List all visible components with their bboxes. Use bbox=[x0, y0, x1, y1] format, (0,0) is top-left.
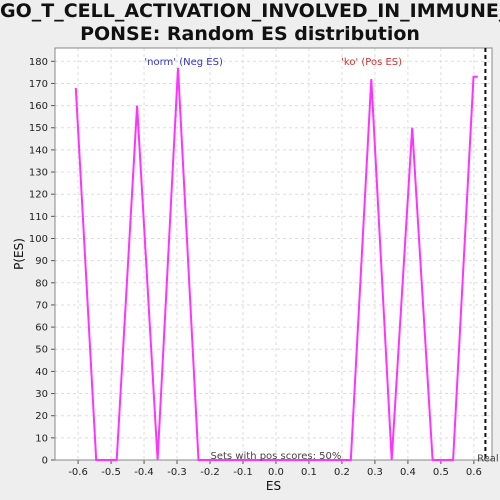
y-tick-label: 50 bbox=[35, 345, 48, 356]
annotation-label: 'norm' (Neg ES) bbox=[144, 57, 223, 68]
series-layer bbox=[74, 48, 487, 461]
x-tick-label: 0.0 bbox=[268, 467, 284, 478]
x-tick-label: -0.5 bbox=[101, 467, 121, 478]
y-tick-label: 10 bbox=[35, 433, 48, 444]
y-tick-label: 120 bbox=[29, 190, 48, 201]
x-tick-label: -0.6 bbox=[68, 467, 88, 478]
x-tick-label: -0.2 bbox=[200, 467, 220, 478]
y-axis-label: P(ES) bbox=[12, 238, 26, 270]
x-tick-label: -0.1 bbox=[233, 467, 253, 478]
x-tick-label: 0.6 bbox=[466, 467, 482, 478]
x-tick-label: -0.4 bbox=[134, 467, 154, 478]
y-tick-label: 180 bbox=[29, 57, 48, 68]
annotation-label: Real ES f bbox=[477, 453, 500, 464]
y-tick-label: 60 bbox=[35, 323, 48, 334]
y-tick-label: 100 bbox=[29, 234, 48, 245]
y-tick-label: 110 bbox=[29, 212, 48, 223]
annotation-label: Sets with pos scores: 50% bbox=[211, 451, 342, 462]
x-tick-label: 0.3 bbox=[367, 467, 383, 478]
distribution-line bbox=[74, 67, 478, 461]
x-tick-label: 0.2 bbox=[334, 467, 350, 478]
x-tick-label: -0.3 bbox=[167, 467, 187, 478]
y-tick-label: 130 bbox=[29, 168, 48, 179]
y-tick-label: 170 bbox=[29, 79, 48, 90]
y-tick-label: 40 bbox=[35, 367, 48, 378]
y-tick-label: 0 bbox=[42, 456, 48, 467]
y-tick-label: 140 bbox=[29, 145, 48, 156]
y-tick-label: 150 bbox=[29, 123, 48, 134]
y-tick-label: 30 bbox=[35, 389, 48, 400]
y-tick-label: 80 bbox=[35, 278, 48, 289]
y-tick-label: 90 bbox=[35, 256, 48, 267]
annotations-layer: 'norm' (Neg ES) 'ko' (Pos ES) Sets with po… bbox=[144, 57, 500, 464]
annotation-label: 'ko' (Pos ES) bbox=[341, 57, 402, 68]
y-tick-label: 20 bbox=[35, 411, 48, 422]
x-tick-label: 0.4 bbox=[400, 467, 416, 478]
y-tick-label: 160 bbox=[29, 101, 48, 112]
x-tick-label: 0.5 bbox=[433, 467, 449, 478]
chart-title: GO_T_CELL_ACTIVATION_INVOLVED_IN_IMMUNE_… bbox=[0, 0, 500, 45]
x-tick-label: 0.1 bbox=[301, 467, 317, 478]
y-tick-label: 70 bbox=[35, 300, 48, 311]
x-axis-label: ES bbox=[266, 479, 281, 493]
